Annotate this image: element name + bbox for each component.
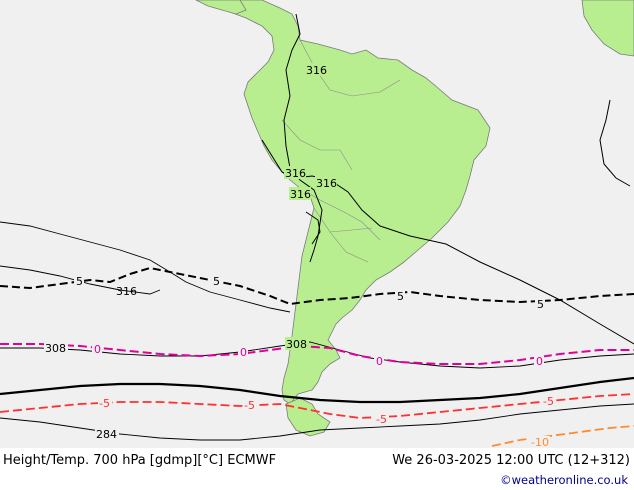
footer-band [0,448,634,490]
temp-label: 5 [213,275,220,288]
height-label-left: 316 [116,285,137,298]
isotherm-0 [0,343,634,365]
tierra-del-fuego [285,397,331,437]
temp-label: 0 [376,355,383,368]
isotherm-minus5 [0,393,634,419]
central-america-land [195,0,247,15]
temp-label: -5 [99,397,110,410]
height-label: 308 [45,342,66,355]
africa-land [581,0,634,57]
height-label: 316 [285,167,306,180]
temp-labels-minus10: -10 [530,436,550,449]
temp-labels-minus5: -5 -5 -5 -5 [98,395,556,426]
temp-label: 0 [94,343,101,356]
temp-labels-plus5: 5 5 5 5 [74,275,545,311]
valid-time: We 26-03-2025 12:00 UTC (12+312) [392,453,630,468]
temp-label: 0 [240,346,247,359]
temp-label: 0 [536,355,543,368]
temp-label: 5 [537,298,544,311]
temp-label: -5 [376,413,387,426]
isotherm-plus5 [0,266,634,306]
temp-label: 5 [397,290,404,303]
temp-label: -10 [531,436,549,449]
height-label: 308 [286,338,307,351]
temp-labels-0: 0 0 0 0 [92,343,544,368]
temp-label: -5 [244,399,255,412]
map-title: Height/Temp. 700 hPa [gdmp][°C] ECMWF [3,453,277,468]
credit-link[interactable]: ©weatheronline.co.uk [500,473,628,487]
temp-label: 5 [76,275,83,288]
isotherm-minus10 [491,425,634,447]
height-contour-labels: 316 316 316 316 308 308 284 [44,63,337,441]
height-label: 316 [306,64,327,77]
height-label: 316 [290,188,311,201]
temp-label: -5 [543,395,554,408]
height-label: 284 [96,428,117,441]
south-america-land [195,0,491,405]
height-label: 316 [316,177,337,190]
